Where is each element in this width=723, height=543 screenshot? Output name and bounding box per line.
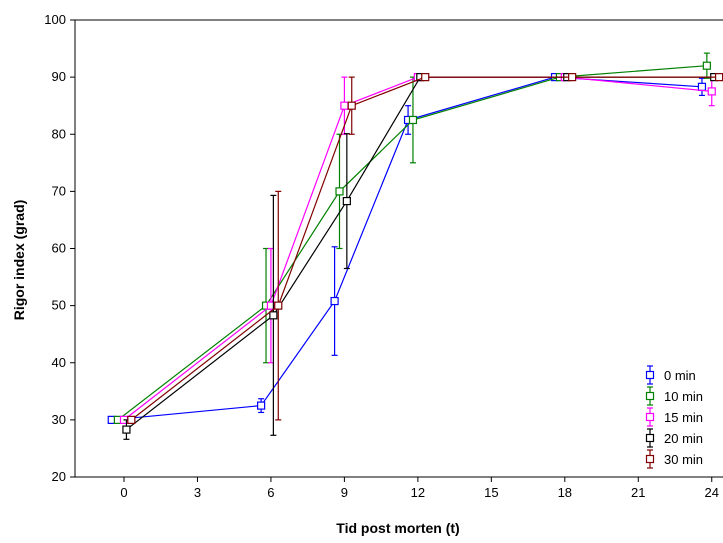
legend-item: 0 min bbox=[645, 365, 696, 385]
x-tick-label: 6 bbox=[267, 485, 274, 500]
y-tick-label: 40 bbox=[52, 355, 66, 370]
legend-item: 20 min bbox=[645, 428, 703, 448]
data-point bbox=[340, 101, 349, 110]
y-tick-label: 80 bbox=[52, 126, 66, 141]
x-tick-label: 0 bbox=[120, 485, 127, 500]
x-axis-ticks: 0 3 6 9 12 15 18 21 24 bbox=[120, 477, 719, 500]
legend-label: 30 min bbox=[664, 452, 703, 467]
legend-marker-box bbox=[645, 433, 655, 443]
data-point bbox=[421, 73, 430, 82]
data-point bbox=[568, 73, 577, 82]
y-tick-label: 20 bbox=[52, 469, 66, 484]
data-point bbox=[707, 87, 716, 96]
legend-item: 15 min bbox=[645, 407, 703, 427]
y-tick-label: 60 bbox=[52, 241, 66, 256]
legend-label: 20 min bbox=[664, 431, 703, 446]
legend-marker-box bbox=[645, 412, 655, 422]
series-10-min bbox=[113, 52, 711, 424]
y-tick-label: 90 bbox=[52, 69, 66, 84]
series-layer bbox=[107, 52, 723, 440]
data-point bbox=[715, 73, 723, 82]
legend-label: 0 min bbox=[664, 368, 696, 383]
data-point bbox=[257, 401, 266, 410]
data-point bbox=[330, 296, 339, 306]
plot-frame bbox=[74, 19, 723, 478]
data-point bbox=[408, 115, 418, 125]
y-tick-label: 70 bbox=[52, 183, 66, 198]
legend-label: 10 min bbox=[664, 389, 703, 404]
x-tick-label: 15 bbox=[484, 485, 498, 500]
data-point bbox=[697, 82, 707, 91]
data-point bbox=[122, 425, 131, 434]
legend-marker-box bbox=[645, 370, 655, 380]
x-tick-label: 3 bbox=[194, 485, 201, 500]
series-line bbox=[123, 76, 712, 421]
data-point bbox=[335, 187, 344, 196]
data-point bbox=[274, 301, 283, 310]
legend-item: 10 min bbox=[645, 386, 703, 406]
y-tick-label: 50 bbox=[52, 298, 66, 313]
series-line bbox=[117, 65, 707, 421]
legend: 0 min 10 min 15 min 20 min 30 min bbox=[645, 365, 703, 469]
legend-item: 30 min bbox=[645, 449, 703, 469]
x-tick-label: 24 bbox=[705, 485, 719, 500]
series-30-min bbox=[127, 73, 723, 424]
y-tick-label: 30 bbox=[52, 412, 66, 427]
x-tick-label: 18 bbox=[558, 485, 572, 500]
data-point bbox=[127, 415, 136, 424]
x-tick-label: 12 bbox=[411, 485, 425, 500]
x-tick-label: 21 bbox=[631, 485, 645, 500]
data-point bbox=[347, 101, 356, 110]
series-line bbox=[111, 76, 703, 421]
data-point bbox=[702, 61, 711, 70]
legend-label: 15 min bbox=[664, 410, 703, 425]
series-20-min bbox=[122, 73, 719, 440]
series-line bbox=[130, 76, 720, 421]
legend-marker-box bbox=[645, 391, 655, 401]
x-axis-title: Tid post morten (t) bbox=[336, 520, 459, 536]
series-line bbox=[126, 76, 715, 431]
legend-marker-box bbox=[645, 454, 655, 464]
x-tick-label: 9 bbox=[341, 485, 348, 500]
y-axis-title: Rigor index (grad) bbox=[11, 200, 27, 321]
y-axis-ticks: 20 30 40 50 60 70 80 90 100 bbox=[44, 12, 75, 484]
series-15-min bbox=[119, 73, 716, 424]
data-point bbox=[269, 311, 278, 320]
y-tick-label: 100 bbox=[44, 12, 66, 27]
data-point bbox=[342, 196, 351, 206]
